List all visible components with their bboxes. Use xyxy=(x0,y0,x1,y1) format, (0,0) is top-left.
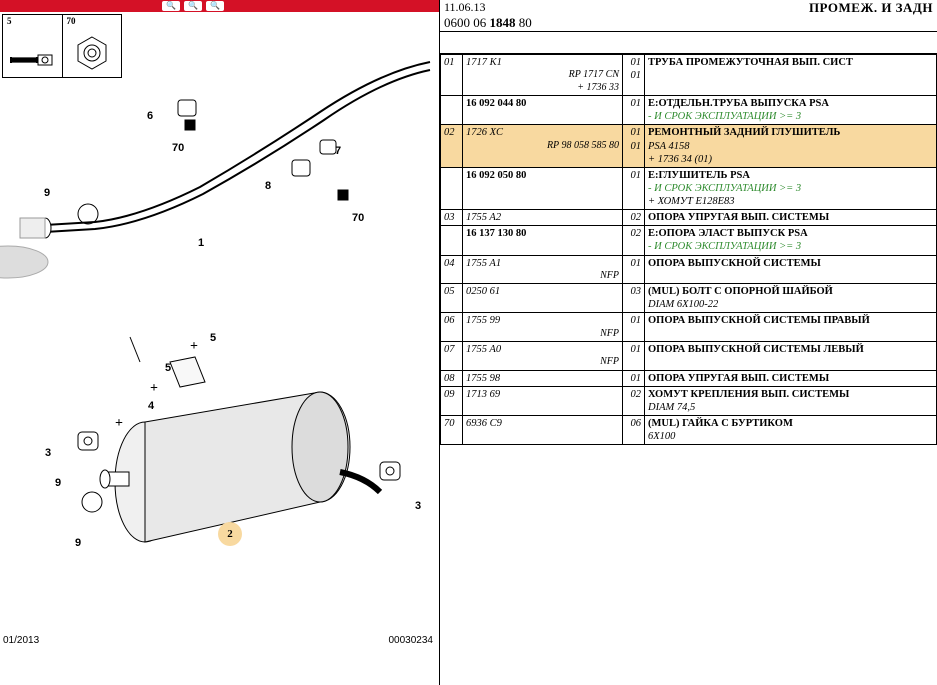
row-qty: 02 xyxy=(623,210,645,226)
tool-icon[interactable]: 🔍 xyxy=(206,1,224,11)
parts-list-panel: 11.06.13 0600 06 1848 80 ПРОМЕЖ. И ЗАДН … xyxy=(440,0,937,685)
row-description: (MUL) БОЛТ С ОПОРНОЙ ШАЙБОЙDIAM 6X100-22 xyxy=(645,284,937,313)
row-description: РЕМОНТНЫЙ ЗАДНИЙ ГЛУШИТЕЛЬPSA 4158+ 1736… xyxy=(645,125,937,167)
row-number: 03 xyxy=(441,210,463,226)
callout-9: 9 xyxy=(55,477,61,489)
diagram-panel: 🔍 🔍 🔍 5 70 xyxy=(0,0,440,685)
table-row-sub[interactable]: 16 092 050 8001Е:ГЛУШИТЕЛЬ PSA- И СРОК Э… xyxy=(441,167,937,209)
table-row[interactable]: 081755 9801ОПОРА УПРУГАЯ ВЫП. СИСТЕМЫ xyxy=(441,370,937,386)
callout-1: 1 xyxy=(198,237,204,249)
row-description: ОПОРА ВЫПУСКНОЙ СИСТЕМЫ ПРАВЫЙ xyxy=(645,313,937,342)
svg-text:+: + xyxy=(190,339,198,354)
inset-label: 70 xyxy=(66,16,77,26)
callout-9: 9 xyxy=(75,537,81,549)
row-description: ОПОРА УПРУГАЯ ВЫП. СИСТЕМЫ xyxy=(645,370,937,386)
callout-70: 70 xyxy=(352,212,364,224)
callout-5: 5 xyxy=(210,332,216,344)
row-reference: 1713 69 xyxy=(463,386,623,415)
row-reference: 1726 XCRP 98 058 585 80 xyxy=(463,125,623,167)
row-reference: 1755 A0NFP xyxy=(463,342,623,371)
row-qty: 0101 xyxy=(623,55,645,96)
row-description: ОПОРА ВЫПУСКНОЙ СИСТЕМЫ xyxy=(645,255,937,284)
table-row[interactable]: 011717 K1RP 1717 CN+ 1736 330101ТРУБА ПР… xyxy=(441,55,937,96)
row-reference: 1755 A2 xyxy=(463,210,623,226)
row-number: 07 xyxy=(441,342,463,371)
table-row[interactable]: 021726 XCRP 98 058 585 800101РЕМОНТНЫЙ З… xyxy=(441,125,937,167)
svg-text:+: + xyxy=(115,416,123,431)
table-row[interactable]: 706936 C906(MUL) ГАЙКА С БУРТИКОМ6X100 xyxy=(441,416,937,445)
row-number: 06 xyxy=(441,313,463,342)
callout-7: 7 xyxy=(335,145,341,157)
header-row: 11.06.13 0600 06 1848 80 ПРОМЕЖ. И ЗАДН xyxy=(440,0,937,32)
header-title: ПРОМЕЖ. И ЗАДН xyxy=(809,0,933,31)
row-qty: 01 xyxy=(623,370,645,386)
table-row-sub[interactable]: 16 137 130 8002Е:ОПОРА ЭЛАСТ ВЫПУСК PSA-… xyxy=(441,226,937,255)
row-qty: 01 xyxy=(623,313,645,342)
svg-text:+: + xyxy=(150,381,158,396)
row-reference: 6936 C9 xyxy=(463,416,623,445)
callout-6: 6 xyxy=(147,110,153,122)
table-row[interactable]: 091713 6902ХОМУТ КРЕПЛЕНИЯ ВЫП. СИСТЕМЫD… xyxy=(441,386,937,415)
row-description: ОПОРА УПРУГАЯ ВЫП. СИСТЕМЫ xyxy=(645,210,937,226)
callout-3: 3 xyxy=(45,447,51,459)
row-number: 04 xyxy=(441,255,463,284)
toolbar-red: 🔍 🔍 🔍 xyxy=(0,0,439,12)
row-qty: 03 xyxy=(623,284,645,313)
row-number: 02 xyxy=(441,125,463,167)
parts-table: 011717 K1RP 1717 CN+ 1736 330101ТРУБА ПР… xyxy=(440,54,937,445)
callout-3: 3 xyxy=(415,500,421,512)
diagram-footer-date: 01/2013 xyxy=(3,635,39,646)
row-reference: 1717 K1RP 1717 CN+ 1736 33 xyxy=(463,55,623,96)
callout-70: 70 xyxy=(172,142,184,154)
inset-label: 5 xyxy=(6,16,13,26)
row-number: 70 xyxy=(441,416,463,445)
row-description: ТРУБА ПРОМЕЖУТОЧНАЯ ВЫП. СИСТ xyxy=(645,55,937,96)
row-description: ХОМУТ КРЕПЛЕНИЯ ВЫП. СИСТЕМЫDIAM 74,5 xyxy=(645,386,937,415)
row-qty: 02 xyxy=(623,386,645,415)
callout-9: 9 xyxy=(44,187,50,199)
row-qty: 0101 xyxy=(623,125,645,167)
table-row[interactable]: 050250 6103(MUL) БОЛТ С ОПОРНОЙ ШАЙБОЙDI… xyxy=(441,284,937,313)
row-reference: 0250 61 xyxy=(463,284,623,313)
exhaust-pipe-svg xyxy=(0,42,440,302)
tool-icon[interactable]: 🔍 xyxy=(184,1,202,11)
row-reference: 1755 98 xyxy=(463,370,623,386)
diagram-footer-code: 00030234 xyxy=(389,635,434,646)
row-number: 01 xyxy=(441,55,463,96)
row-qty: 06 xyxy=(623,416,645,445)
header-date: 11.06.13 xyxy=(444,0,532,15)
row-description: (MUL) ГАЙКА С БУРТИКОМ6X100 xyxy=(645,416,937,445)
table-row[interactable]: 041755 A1NFP01ОПОРА ВЫПУСКНОЙ СИСТЕМЫ xyxy=(441,255,937,284)
tool-icon[interactable]: 🔍 xyxy=(162,1,180,11)
header-code: 0600 06 1848 80 xyxy=(444,15,532,31)
callout-8: 8 xyxy=(265,180,271,192)
callout-5: 5 xyxy=(165,362,171,374)
row-number: 05 xyxy=(441,284,463,313)
muffler-svg: + + + xyxy=(20,332,430,602)
table-row-sub[interactable]: 16 092 044 8001Е:ОТДЕЛЬН.ТРУБА ВЫПУСКА P… xyxy=(441,96,937,125)
row-description: ОПОРА ВЫПУСКНОЙ СИСТЕМЫ ЛЕВЫЙ xyxy=(645,342,937,371)
row-qty: 01 xyxy=(623,255,645,284)
table-row[interactable]: 061755 99NFP01ОПОРА ВЫПУСКНОЙ СИСТЕМЫ ПР… xyxy=(441,313,937,342)
row-reference: 1755 A1NFP xyxy=(463,255,623,284)
marker-2: 2 xyxy=(218,522,242,546)
row-reference: 1755 99NFP xyxy=(463,313,623,342)
callout-4: 4 xyxy=(148,400,154,412)
row-qty: 01 xyxy=(623,342,645,371)
table-row[interactable]: 031755 A202ОПОРА УПРУГАЯ ВЫП. СИСТЕМЫ xyxy=(441,210,937,226)
row-number: 09 xyxy=(441,386,463,415)
table-row[interactable]: 071755 A0NFP01ОПОРА ВЫПУСКНОЙ СИСТЕМЫ ЛЕ… xyxy=(441,342,937,371)
diagram-area: 5 70 xyxy=(0,12,439,652)
row-number: 08 xyxy=(441,370,463,386)
